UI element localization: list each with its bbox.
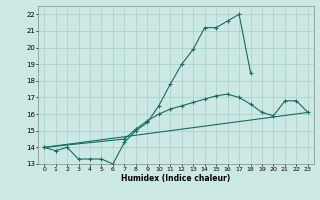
X-axis label: Humidex (Indice chaleur): Humidex (Indice chaleur) — [121, 174, 231, 183]
